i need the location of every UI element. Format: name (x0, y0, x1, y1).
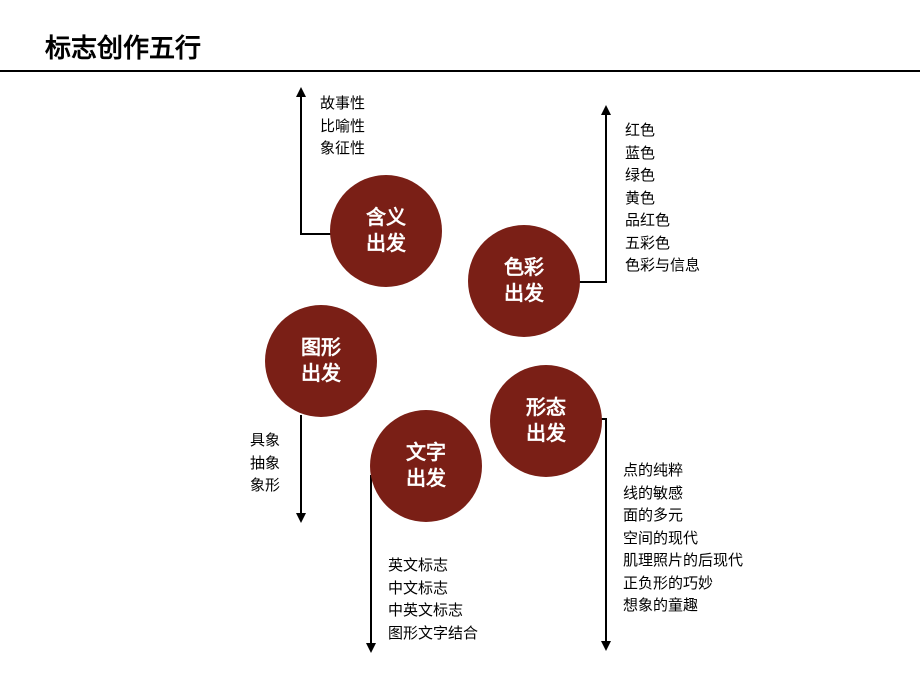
annotation-item: 品红色 (625, 210, 700, 233)
annotation-item: 图形文字结合 (388, 623, 478, 646)
arrow-down-icon (296, 513, 306, 523)
annotation-item: 抽象 (250, 453, 280, 476)
circle-label-line1: 文字 (406, 440, 446, 466)
circle-label-line2: 出发 (406, 466, 446, 492)
annotation-item: 蓝色 (625, 143, 700, 166)
annotation-item: 空间的现代 (623, 528, 743, 551)
circle-meaning: 含义出发 (330, 175, 442, 287)
annotation-item: 故事性 (320, 93, 365, 116)
annotation-text: 英文标志中文标志中英文标志图形文字结合 (388, 555, 478, 645)
annotation-item: 比喻性 (320, 116, 365, 139)
arrow-up-icon (601, 105, 611, 115)
arrow-down-icon (366, 643, 376, 653)
arrow-down-icon (601, 641, 611, 651)
annotation-form: 点的纯粹线的敏感面的多元空间的现代肌理照片的后现代正负形的巧妙想象的童趣 (623, 460, 743, 618)
annotation-item: 点的纯粹 (623, 460, 743, 483)
circle-label-line1: 含义 (366, 205, 406, 231)
annotation-item: 肌理照片的后现代 (623, 550, 743, 573)
title-divider (0, 70, 920, 72)
circle-label-line1: 色彩 (504, 255, 544, 281)
annotation-item: 五彩色 (625, 233, 700, 256)
annotation-item: 想象的童趣 (623, 595, 743, 618)
annotation-item: 中英文标志 (388, 600, 478, 623)
annotation-item: 线的敏感 (623, 483, 743, 506)
annotation-item: 色彩与信息 (625, 255, 700, 278)
annotation-item: 正负形的巧妙 (623, 573, 743, 596)
circle-label-line1: 图形 (301, 335, 341, 361)
connector-line (605, 418, 607, 643)
annotation-color: 红色蓝色绿色黄色品红色五彩色色彩与信息 (625, 120, 700, 278)
annotation-item: 中文标志 (388, 578, 478, 601)
connector-line (605, 113, 607, 283)
annotation-item: 象形 (250, 475, 280, 498)
annotation-item: 红色 (625, 120, 700, 143)
circle-label-line1: 形态 (526, 395, 566, 421)
circle-label-line2: 出发 (366, 231, 406, 257)
connector-line (370, 475, 372, 645)
arrow-up-icon (296, 87, 306, 97)
annotation-item: 英文标志 (388, 555, 478, 578)
circle-text: 文字出发 (370, 410, 482, 522)
annotation-item: 面的多元 (623, 505, 743, 528)
circle-color: 色彩出发 (468, 225, 580, 337)
circle-label-line2: 出发 (301, 361, 341, 387)
annotation-meaning: 故事性比喻性象征性 (320, 93, 365, 161)
annotation-item: 具象 (250, 430, 280, 453)
annotation-item: 黄色 (625, 188, 700, 211)
annotation-item: 绿色 (625, 165, 700, 188)
annotation-item: 象征性 (320, 138, 365, 161)
circle-label-line2: 出发 (504, 281, 544, 307)
connector-line (300, 95, 302, 235)
page-title: 标志创作五行 (45, 28, 201, 65)
annotation-shape: 具象抽象象形 (250, 430, 280, 498)
connector-line (300, 415, 302, 515)
circle-shape: 图形出发 (265, 305, 377, 417)
circle-label-line2: 出发 (526, 421, 566, 447)
circle-form: 形态出发 (490, 365, 602, 477)
